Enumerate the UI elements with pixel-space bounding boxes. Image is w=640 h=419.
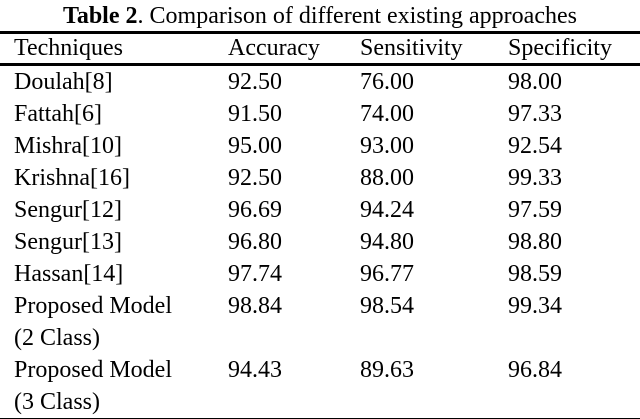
- cell-sensitivity: 96.77: [360, 261, 414, 287]
- cell-technique: Doulah[8]: [14, 69, 113, 95]
- cell-technique: Mishra[10]: [14, 133, 122, 159]
- cell-technique: Sengur[13]: [14, 229, 122, 255]
- cell-sensitivity: 88.00: [360, 165, 414, 191]
- cell-specificity: 98.59: [508, 261, 562, 287]
- cell-sensitivity: 93.00: [360, 133, 414, 159]
- cell-accuracy: 96.69: [228, 197, 282, 223]
- cell-sensitivity: 74.00: [360, 101, 414, 127]
- cell-accuracy: 92.50: [228, 165, 282, 191]
- table-row: Proposed Model (3 Class) 94.43 89.63 96.…: [0, 354, 640, 419]
- cell-accuracy: 92.50: [228, 69, 282, 95]
- table-row: Sengur[12] 96.69 94.24 97.59: [0, 194, 640, 226]
- cell-accuracy: 96.80: [228, 229, 282, 255]
- cell-specificity: 99.33: [508, 165, 562, 191]
- table-row: Fattah[6] 91.50 74.00 97.33: [0, 98, 640, 130]
- cell-accuracy: 91.50: [228, 101, 282, 127]
- cell-technique: Hassan[14]: [14, 261, 124, 287]
- table-caption-text: . Comparison of different existing appro…: [137, 3, 577, 29]
- table-row: Hassan[14] 97.74 96.77 98.59: [0, 258, 640, 290]
- header-row: Techniques Accuracy Sensitivity Specific…: [0, 32, 640, 66]
- cell-technique: Proposed Model (2 Class): [14, 293, 172, 351]
- cell-accuracy: 97.74: [228, 261, 282, 287]
- column-header-specificity: Specificity: [494, 32, 640, 66]
- cell-sensitivity: 89.63: [360, 357, 414, 383]
- cell-specificity: 98.80: [508, 229, 562, 255]
- table-row: Doulah[8] 92.50 76.00 98.00: [0, 65, 640, 99]
- cell-specificity: 96.84: [508, 357, 562, 383]
- cell-specificity: 99.34: [508, 293, 562, 319]
- table-caption: Table 2. Comparison of different existin…: [0, 0, 640, 31]
- cell-technique: Sengur[12]: [14, 197, 122, 223]
- column-header-techniques: Techniques: [0, 32, 214, 66]
- comparison-table: Techniques Accuracy Sensitivity Specific…: [0, 31, 640, 419]
- table-caption-label: Table 2: [63, 3, 138, 29]
- cell-specificity: 98.00: [508, 69, 562, 95]
- table-row: Krishna[16] 92.50 88.00 99.33: [0, 162, 640, 194]
- cell-technique: Proposed Model (3 Class): [14, 357, 172, 415]
- cell-technique: Fattah[6]: [14, 101, 102, 127]
- cell-sensitivity: 76.00: [360, 69, 414, 95]
- table-row: Mishra[10] 95.00 93.00 92.54: [0, 130, 640, 162]
- cell-accuracy: 95.00: [228, 133, 282, 159]
- cell-accuracy: 94.43: [228, 357, 282, 383]
- column-header-accuracy: Accuracy: [214, 32, 346, 66]
- cell-technique: Krishna[16]: [14, 165, 130, 191]
- column-header-sensitivity: Sensitivity: [346, 32, 494, 66]
- table-row: Proposed Model (2 Class) 98.84 98.54 99.…: [0, 290, 640, 354]
- cell-sensitivity: 98.54: [360, 293, 414, 319]
- cell-specificity: 97.59: [508, 197, 562, 223]
- cell-accuracy: 98.84: [228, 293, 282, 319]
- cell-specificity: 97.33: [508, 101, 562, 127]
- cell-sensitivity: 94.24: [360, 197, 414, 223]
- cell-specificity: 92.54: [508, 133, 562, 159]
- cell-sensitivity: 94.80: [360, 229, 414, 255]
- table-row: Sengur[13] 96.80 94.80 98.80: [0, 226, 640, 258]
